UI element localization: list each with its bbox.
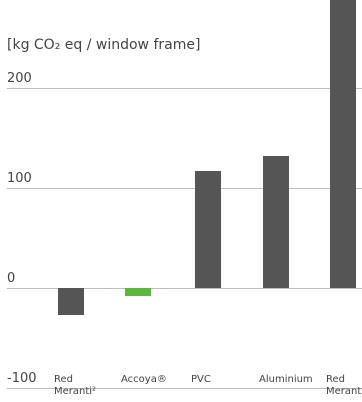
bars bbox=[58, 0, 356, 315]
unit-label: [kg CO₂ eq / window frame] bbox=[7, 37, 200, 53]
x-category-label: Meranti² bbox=[54, 386, 96, 397]
x-category-label: Accoya® bbox=[121, 374, 167, 385]
grid bbox=[7, 88, 362, 389]
x-category-label: Red bbox=[54, 374, 73, 385]
y-tick-label: -100 bbox=[7, 371, 37, 386]
y-tick-labels: 3002001000-100 bbox=[7, 71, 37, 386]
x-category-label: Red bbox=[326, 374, 345, 385]
bar bbox=[125, 288, 151, 296]
x-category-label: PVC bbox=[191, 374, 211, 385]
bar bbox=[263, 156, 289, 288]
x-category-label: Aluminium bbox=[259, 374, 313, 385]
bar bbox=[58, 288, 84, 315]
y-tick-label: 200 bbox=[7, 71, 32, 86]
y-tick-label: 0 bbox=[7, 271, 15, 286]
y-tick-label: 100 bbox=[7, 171, 32, 186]
bar bbox=[330, 0, 356, 288]
bar bbox=[195, 171, 221, 288]
x-category-label: Merant bbox=[326, 386, 361, 397]
